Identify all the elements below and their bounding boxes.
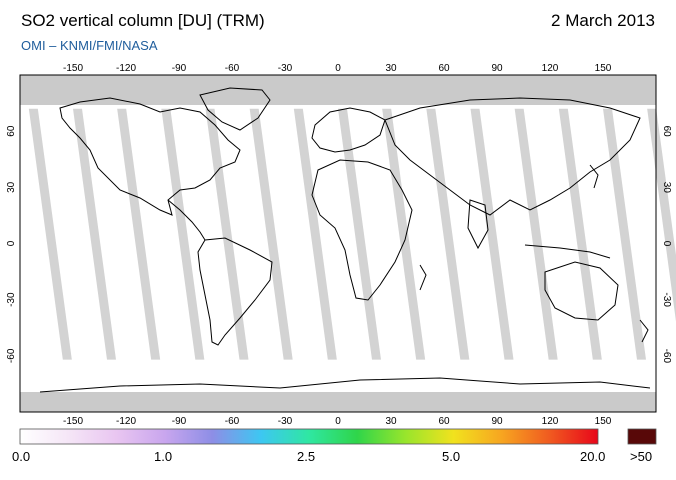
tick-label: 0 [335, 416, 341, 427]
north-polar-band [20, 75, 656, 105]
coast-indonesia [524, 244, 611, 259]
coast-africa [311, 159, 413, 301]
tick-label: -60 [661, 349, 672, 364]
coast-antarctica [39, 377, 651, 393]
tick-label: -30 [661, 292, 672, 307]
orbit-swath [558, 108, 602, 360]
orbit-swath [603, 108, 646, 360]
tick-label: 30 [385, 63, 397, 74]
tick-label: 60 [438, 416, 450, 427]
map-background [20, 75, 656, 412]
left-latitude-ticks: 60 30 0 -30 -60 [6, 125, 17, 363]
tick-label: -60 [225, 416, 240, 427]
data-credit: OMI – KNMI/FMI/NASA [21, 38, 158, 53]
tick-label: -60 [225, 63, 240, 74]
orbit-swath [117, 108, 161, 360]
coast-australia [544, 261, 619, 321]
orbit-swath [470, 108, 514, 360]
tick-label: -120 [116, 63, 136, 74]
coast-india [467, 199, 489, 250]
orbit-swath [205, 108, 249, 360]
tick-label: -150 [63, 416, 83, 427]
orbit-swath [514, 108, 558, 360]
tick-label: -60 [6, 348, 17, 363]
tick-label: 60 [661, 126, 672, 138]
top-longitude-ticks: -150 -120 -90 -60 -30 0 30 60 90 120 150 [63, 63, 612, 74]
orbit-swath [426, 108, 470, 360]
tick-label: 0 [661, 241, 672, 247]
tick-label: -90 [172, 416, 187, 427]
tick-label: 150 [595, 63, 612, 74]
tick-label: -120 [116, 416, 136, 427]
coast-japan [589, 164, 599, 189]
tick-label: 90 [491, 63, 503, 74]
tick-label: 60 [438, 63, 450, 74]
orbit-swath [647, 108, 676, 322]
right-latitude-ticks: 60 30 0 -30 -60 [661, 126, 672, 364]
coast-greenland [199, 87, 271, 131]
orbit-swath [161, 108, 205, 360]
coastlines [39, 87, 651, 393]
orbit-swath [293, 108, 337, 360]
colorbar-label-3: 5.0 [442, 449, 461, 464]
tick-label: -30 [6, 292, 17, 307]
coast-asia [384, 97, 641, 216]
map-date: 2 March 2013 [551, 11, 655, 30]
coast-central-america [167, 199, 206, 241]
colorbar-label-2: 2.5 [297, 449, 316, 464]
tick-label: 0 [6, 240, 17, 246]
south-polar-band [20, 392, 656, 412]
colorbar-label-4: 20.0 [580, 449, 606, 464]
colorbar-label-1: 1.0 [154, 449, 173, 464]
tick-label: 90 [491, 416, 503, 427]
map-frame [19, 74, 657, 413]
coast-europe [311, 107, 386, 153]
tick-label: 30 [385, 416, 397, 427]
orbit-swath [73, 108, 116, 360]
tick-label: 30 [661, 182, 672, 194]
colorbar-gradient [19, 428, 599, 445]
colorbar-label-5: >50 [630, 449, 653, 464]
colorbar-label-0: 0.0 [12, 449, 31, 464]
tick-label: -90 [172, 63, 187, 74]
colorbar-overflow-box [627, 428, 657, 445]
orbit-swath [28, 108, 72, 360]
orbit-swath [249, 108, 293, 360]
tick-label: 120 [542, 416, 559, 427]
map-title: SO2 vertical column [DU] (TRM) [21, 11, 265, 30]
coast-north-america [59, 97, 241, 216]
coast-new-zealand [639, 319, 649, 343]
tick-label: -30 [278, 63, 293, 74]
tick-label: 30 [6, 181, 17, 193]
tick-label: 0 [335, 63, 341, 74]
orbit-swath [382, 108, 426, 360]
tick-label: 120 [542, 63, 559, 74]
tick-label: -150 [63, 63, 83, 74]
coast-south-america [197, 237, 273, 346]
tick-label: -30 [278, 416, 293, 427]
bottom-longitude-ticks: -150 -120 -90 -60 -30 0 30 60 90 120 150 [63, 416, 612, 427]
coast-madagascar [419, 264, 427, 291]
tick-label: 60 [6, 125, 17, 137]
tick-label: 150 [595, 416, 612, 427]
